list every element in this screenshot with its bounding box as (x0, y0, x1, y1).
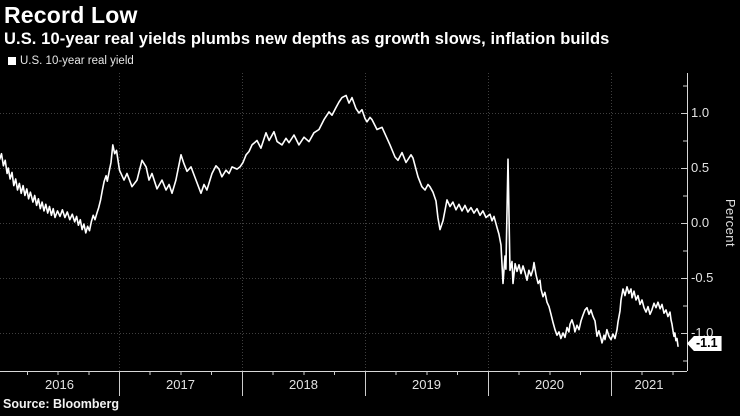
page-title: Record Low (4, 2, 138, 28)
last-value-badge: -1.1 (687, 336, 722, 351)
yield-line (0, 94, 679, 348)
y-tick-label: 0.0 (691, 215, 710, 231)
x-tick-label: 2020 (535, 377, 564, 392)
x-tick-label: 2021 (634, 377, 664, 392)
legend: U.S. 10-year real yield (8, 55, 134, 67)
x-tick-label: 2017 (166, 377, 195, 392)
legend-label: U.S. 10-year real yield (20, 55, 134, 67)
chart-subtitle: U.S. 10-year real yields plumbs new dept… (4, 30, 610, 48)
y-tick-label: -0.5 (691, 270, 714, 286)
x-tick-label: 2019 (412, 377, 441, 392)
x-tick-label: 2016 (45, 377, 74, 392)
y-axis-title: Percent (723, 198, 738, 248)
y-tick-label: 1.0 (691, 105, 710, 121)
x-tick-label: 2018 (289, 377, 318, 392)
source-attribution: Source: Bloomberg (3, 397, 119, 411)
legend-swatch-icon (8, 57, 16, 65)
y-tick-label: 0.5 (691, 160, 710, 176)
